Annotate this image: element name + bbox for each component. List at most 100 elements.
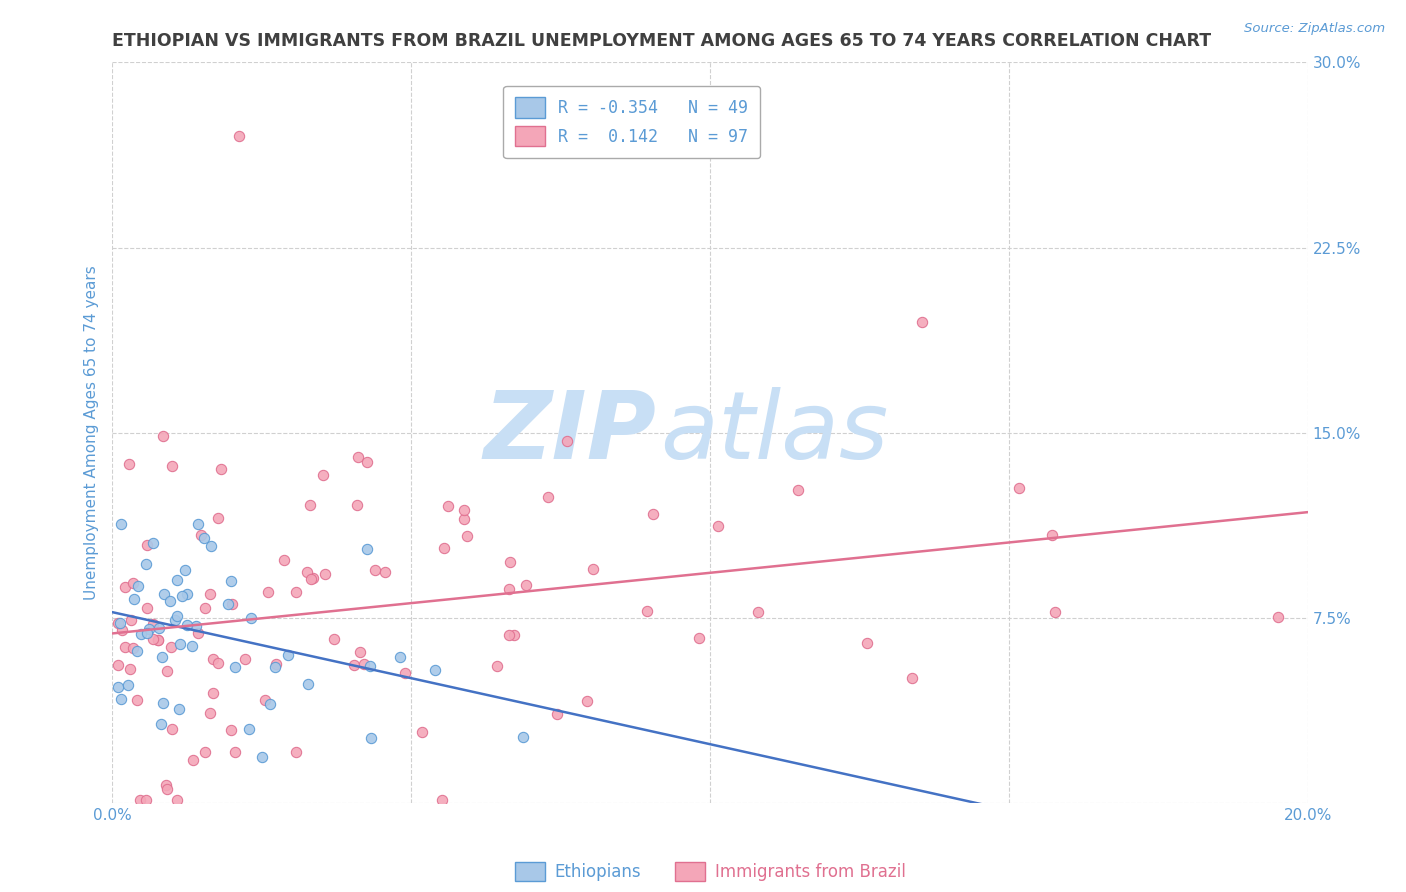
Point [136, 625, 159, 640]
Point [221, 574, 243, 588]
Point [135, 557, 157, 571]
Point [343, 657, 366, 672]
Point [911, 314, 934, 328]
Point [166, 573, 188, 587]
Point [349, 644, 371, 658]
Point [224, 659, 246, 673]
Point [138, 622, 160, 636]
Point [238, 723, 260, 737]
Point [198, 706, 221, 720]
Point [555, 434, 578, 448]
Point [453, 512, 475, 526]
Point [437, 499, 460, 513]
Point [285, 585, 308, 599]
Point [194, 745, 217, 759]
Point [312, 468, 335, 483]
Point [207, 511, 229, 525]
Point [129, 793, 152, 807]
Point [127, 579, 149, 593]
Point [207, 656, 229, 670]
Point [107, 657, 129, 672]
Point [150, 650, 173, 665]
Point [389, 649, 412, 664]
Point [193, 532, 215, 546]
Point [502, 627, 524, 641]
Point [747, 606, 769, 620]
Point [155, 778, 177, 792]
Point [360, 731, 382, 745]
Point [156, 665, 179, 679]
Point [498, 628, 520, 642]
Point [323, 632, 346, 646]
Point [364, 563, 387, 577]
Point [114, 640, 136, 655]
Point [284, 745, 307, 759]
Point [176, 617, 198, 632]
Point [1008, 481, 1031, 495]
Point [201, 686, 224, 700]
Point [122, 592, 145, 607]
Text: ETHIOPIAN VS IMMIGRANTS FROM BRAZIL UNEMPLOYMENT AMONG AGES 65 TO 74 YEARS CORRE: ETHIOPIAN VS IMMIGRANTS FROM BRAZIL UNEM… [112, 32, 1212, 50]
Point [142, 632, 165, 647]
Point [187, 626, 209, 640]
Point [219, 723, 242, 737]
Point [394, 666, 416, 681]
Point [174, 563, 197, 577]
Point [1043, 605, 1066, 619]
Point [120, 662, 142, 676]
Point [537, 490, 560, 504]
Point [498, 582, 520, 596]
Point [111, 624, 134, 638]
Point [411, 724, 433, 739]
Point [167, 702, 190, 716]
Point [110, 692, 132, 706]
Point [127, 644, 149, 658]
Point [194, 600, 217, 615]
Text: #ddeeff: #ddeeff [710, 432, 716, 433]
Point [453, 503, 475, 517]
Point [707, 518, 730, 533]
Point [787, 483, 810, 497]
Point [163, 613, 186, 627]
Point [107, 680, 129, 694]
Point [515, 578, 537, 592]
Point [359, 659, 381, 673]
Point [110, 517, 132, 532]
Point [356, 542, 378, 557]
Point [190, 528, 212, 542]
Point [184, 619, 207, 633]
Point [233, 652, 256, 666]
Point [346, 498, 368, 512]
Point [1040, 527, 1063, 541]
Point [150, 716, 173, 731]
Point [187, 516, 209, 531]
Point [122, 640, 145, 655]
Point [224, 745, 246, 759]
Point [122, 576, 145, 591]
Point [575, 694, 598, 708]
Point [166, 609, 188, 624]
Point [160, 640, 183, 654]
Point [198, 587, 221, 601]
Point [107, 615, 129, 630]
Point [456, 529, 478, 543]
Point [142, 617, 165, 632]
Point [152, 429, 174, 443]
Point [117, 458, 139, 472]
Point [512, 730, 534, 744]
Point [146, 632, 169, 647]
Point [228, 129, 250, 144]
Text: Source: ZipAtlas.com: Source: ZipAtlas.com [1244, 22, 1385, 36]
Text: ZIP: ZIP [484, 386, 657, 479]
Point [297, 677, 319, 691]
Point [301, 571, 323, 585]
Point [136, 539, 159, 553]
Point [152, 696, 174, 710]
Point [643, 507, 665, 521]
Point [160, 458, 183, 473]
Point [901, 671, 924, 685]
Point [546, 706, 568, 721]
Point [148, 621, 170, 635]
Point [142, 536, 165, 550]
Point [636, 604, 658, 618]
